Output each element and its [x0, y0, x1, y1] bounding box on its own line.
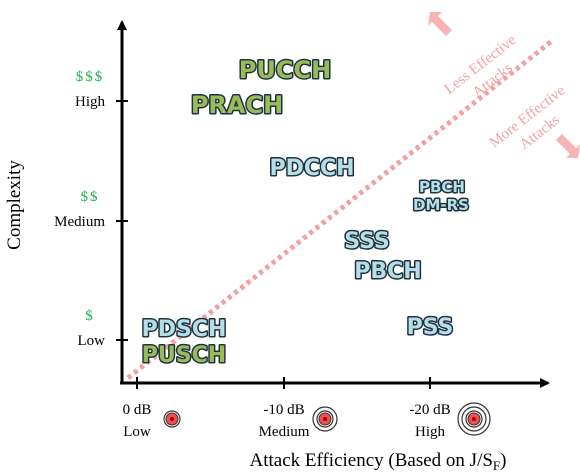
- x-tick-label: -20 dB: [409, 402, 450, 418]
- cost: $: [85, 308, 95, 324]
- x-label: Attack Efficiency (Based on J/SF): [250, 450, 507, 473]
- y-tick-label: Low: [78, 333, 106, 349]
- item: PUCCH: [239, 56, 331, 84]
- divider: [126, 38, 555, 380]
- x-tick-level: Medium: [259, 424, 310, 440]
- arrow-up: [428, 12, 452, 36]
- item: PDCCH: [269, 156, 354, 181]
- arrow-down: [556, 134, 580, 158]
- y-tick-label: Medium: [54, 214, 105, 230]
- item: PSS: [407, 315, 454, 340]
- y-tick-label: High: [75, 94, 106, 110]
- y-label: Complexity: [4, 160, 25, 250]
- target-dot: [170, 417, 174, 421]
- x-tick-level: High: [415, 424, 446, 440]
- x-tick-label: -10 dB: [263, 402, 304, 418]
- item: PBCH: [419, 178, 465, 196]
- x-tick-label: 0 dB: [123, 402, 152, 418]
- item: PDSCH: [142, 317, 227, 342]
- x-tick-level: Low: [123, 424, 151, 440]
- item: PRACH: [191, 91, 283, 119]
- target-dot: [323, 417, 327, 421]
- cost: $$: [81, 189, 100, 205]
- item: DM-RS: [413, 196, 469, 214]
- item: PUSCH: [142, 343, 226, 368]
- item: PBCH: [354, 259, 421, 284]
- cost: $$$: [76, 69, 105, 85]
- target-dot: [472, 417, 476, 421]
- item: SSS: [344, 229, 390, 254]
